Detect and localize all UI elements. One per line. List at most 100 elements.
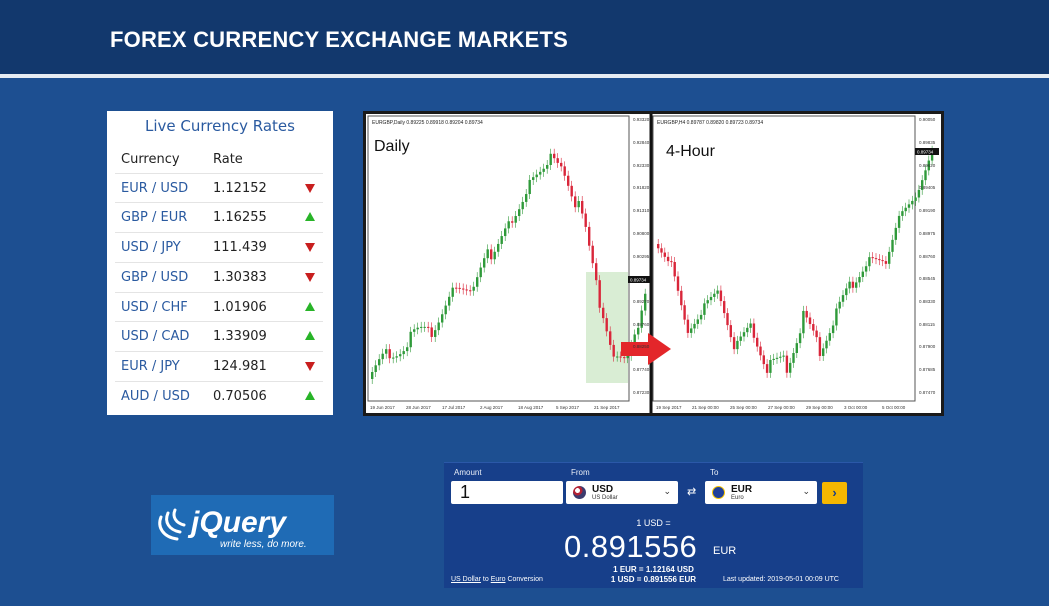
candle <box>723 301 726 314</box>
y-tick: 0.87685 <box>919 367 936 372</box>
y-tick: 0.90295 <box>633 254 650 259</box>
y-tick: 0.88330 <box>919 299 936 304</box>
y-tick: 0.87470 <box>919 390 936 395</box>
candle <box>381 353 384 360</box>
candle <box>584 213 587 227</box>
trend-down-icon <box>305 243 315 252</box>
candle <box>775 357 779 359</box>
candle <box>500 236 503 244</box>
currency-pair-link[interactable]: USD / JPY <box>121 240 181 255</box>
footer-from-link[interactable]: US Dollar <box>451 576 481 583</box>
from-currency-name: US Dollar <box>592 495 618 501</box>
currency-pair-link[interactable]: GBP / EUR <box>121 210 188 225</box>
x-tick: 27 Sep 00:00 <box>768 405 795 410</box>
footer-to-word: to <box>482 576 489 583</box>
candle <box>490 249 493 260</box>
candle <box>888 251 891 264</box>
currency-pair-link[interactable]: AUD / USD <box>121 389 190 404</box>
candle <box>570 185 573 197</box>
candle <box>469 290 472 292</box>
trend-down-icon <box>305 273 315 282</box>
candle <box>588 226 591 246</box>
candle <box>884 261 888 264</box>
candle <box>765 364 769 373</box>
currency-pair-link[interactable]: USD / CAD <box>121 329 190 344</box>
page-title: FOREX CURRENCY EXCHANGE MARKETS <box>110 27 569 52</box>
x-tick: 2 Aug 2017 <box>480 405 503 410</box>
candlestick-chart: Daily 4-Hour EURGBP,Daily 0.89225 0.8991… <box>366 114 941 413</box>
swap-icon[interactable]: ⇄ <box>687 486 697 498</box>
daily-candles <box>371 148 647 384</box>
rate-row: USD / JPY 111.439 <box>115 232 323 261</box>
candle <box>874 258 878 260</box>
trend-up-icon <box>305 331 315 340</box>
from-currency-code: USD <box>592 484 614 495</box>
candle <box>616 356 619 358</box>
candle <box>434 330 437 337</box>
candle <box>719 290 723 302</box>
candle <box>556 158 559 163</box>
candle <box>772 358 775 361</box>
candle <box>736 340 739 350</box>
to-currency-select[interactable]: EUR Euro ⌄ <box>705 481 817 504</box>
from-currency-select[interactable]: USD US Dollar ⌄ <box>566 481 678 504</box>
candle <box>894 227 897 240</box>
candle <box>848 281 851 289</box>
x-tick: 19 Sep 2017 <box>656 405 682 410</box>
candle <box>868 257 871 267</box>
candle <box>388 349 391 359</box>
candle <box>535 174 538 178</box>
x-tick: 5 Oct 00:00 <box>882 405 906 410</box>
currency-pair-link[interactable]: EUR / USD <box>121 181 189 196</box>
candle <box>483 258 486 268</box>
candle <box>851 281 855 288</box>
footer-suffix: Conversion <box>507 576 543 583</box>
candle <box>406 347 409 352</box>
rate-value: 124.981 <box>213 359 267 374</box>
candle <box>789 362 792 373</box>
candle <box>921 180 924 190</box>
convert-button[interactable]: › <box>822 482 847 504</box>
candle <box>858 276 861 283</box>
candle <box>392 357 395 359</box>
rate-value: 1.12152 <box>213 181 267 196</box>
trend-down-icon <box>305 362 315 371</box>
currency-pair-link[interactable]: GBP / USD <box>121 270 189 285</box>
candle <box>612 344 615 357</box>
rate-value: 1.16255 <box>213 210 267 225</box>
y-tick: 0.89405 <box>919 185 936 190</box>
candle <box>716 290 719 294</box>
currency-pair-link[interactable]: EUR / JPY <box>121 359 180 374</box>
to-currency-code: EUR <box>731 484 753 495</box>
candle <box>792 353 795 363</box>
footer-to-link[interactable]: Euro <box>490 576 506 583</box>
candle <box>930 150 934 161</box>
y-tick: 0.89835 <box>919 140 936 145</box>
candle <box>756 337 759 347</box>
candle <box>518 209 521 217</box>
rate-row: EUR / JPY 124.981 <box>115 351 323 380</box>
candle <box>699 314 703 320</box>
candle <box>640 310 643 328</box>
candle <box>709 296 713 301</box>
candle <box>927 160 930 171</box>
candle <box>567 175 570 186</box>
page-header: FOREX CURRENCY EXCHANGE MARKETS <box>0 0 1049 78</box>
rate-row: GBP / EUR 1.16255 <box>115 202 323 231</box>
candle <box>476 277 479 287</box>
amount-input[interactable]: 1 <box>451 481 563 504</box>
candle <box>835 308 838 326</box>
candle <box>861 271 864 277</box>
us-flag-icon <box>573 486 586 499</box>
candle <box>493 251 496 260</box>
candle <box>739 336 742 341</box>
trend-up-icon <box>305 391 315 400</box>
candle <box>542 168 545 172</box>
y-tick: 0.90050 <box>919 117 936 122</box>
candle <box>660 248 663 253</box>
candle <box>726 313 729 326</box>
last-updated: Last updated: 2019-05-01 00:09 UTC <box>723 576 839 583</box>
rate-row: USD / CHF 1.01906 <box>115 292 323 321</box>
candle <box>409 331 412 348</box>
currency-pair-link[interactable]: USD / CHF <box>121 300 188 315</box>
